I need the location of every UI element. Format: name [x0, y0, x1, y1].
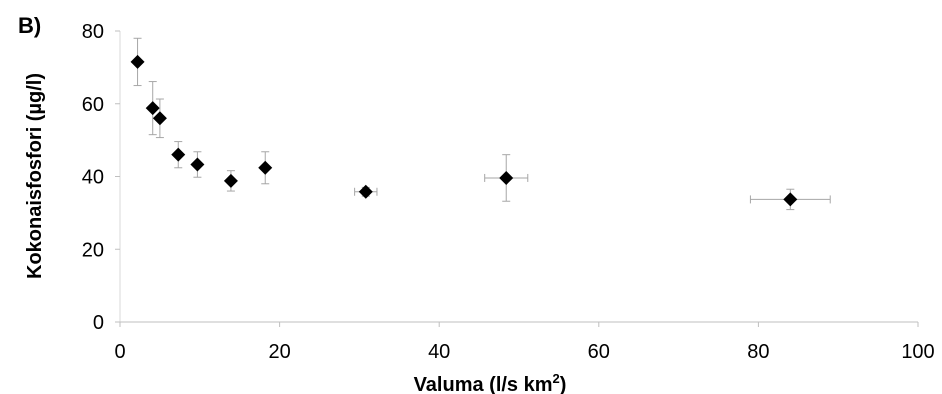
- data-point: [171, 141, 186, 169]
- panel-label: B): [18, 13, 41, 38]
- x-axis-title-superscript: 2: [553, 371, 560, 386]
- data-point: [190, 151, 205, 178]
- x-tick-label: 60: [588, 341, 610, 363]
- data-point: [145, 81, 160, 136]
- diamond-marker: [358, 184, 373, 199]
- diamond-marker: [499, 170, 514, 185]
- diamond-marker: [783, 192, 798, 207]
- y-axis-title: Kokonaisfosfori (µg/l): [24, 73, 46, 279]
- data-point: [152, 98, 167, 139]
- diamond-marker: [152, 111, 167, 126]
- diamond-marker: [258, 160, 273, 175]
- data-point: [354, 184, 378, 199]
- x-axis: 0 20 40 60 80 100: [114, 321, 935, 363]
- diamond-marker: [171, 147, 186, 162]
- x-tick-label: 40: [428, 341, 450, 363]
- x-tick-label: 0: [114, 341, 125, 363]
- y-tick-labels: 0 20 40 60 80: [82, 21, 120, 334]
- diamond-marker: [223, 173, 238, 188]
- y-tick-label: 40: [82, 167, 104, 189]
- diamond-marker: [130, 54, 145, 69]
- x-axis-title-main: Valuma (l/s km: [414, 374, 553, 394]
- x-tick-label: 80: [747, 341, 769, 363]
- x-axis-title-end: ): [560, 374, 567, 394]
- x-tick-label: 20: [268, 341, 290, 363]
- y-tick-label: 20: [82, 239, 104, 261]
- diamond-marker: [190, 157, 205, 172]
- x-tick-labels: 0 20 40 60 80 100: [114, 322, 935, 363]
- y-tick-label: 0: [93, 312, 104, 334]
- x-axis-title: Valuma (l/s km2): [414, 371, 567, 394]
- data-point: [258, 151, 273, 185]
- y-tick-label: 80: [82, 21, 104, 43]
- data-points: [130, 37, 831, 211]
- y-tick-label: 60: [82, 94, 104, 116]
- y-axis: 0 20 40 60 80: [82, 21, 121, 334]
- data-point: [749, 188, 831, 211]
- data-point: [484, 154, 529, 202]
- data-point: [130, 37, 145, 87]
- x-tick-label: 100: [901, 341, 934, 363]
- data-point: [223, 170, 238, 192]
- diamond-marker: [145, 101, 160, 116]
